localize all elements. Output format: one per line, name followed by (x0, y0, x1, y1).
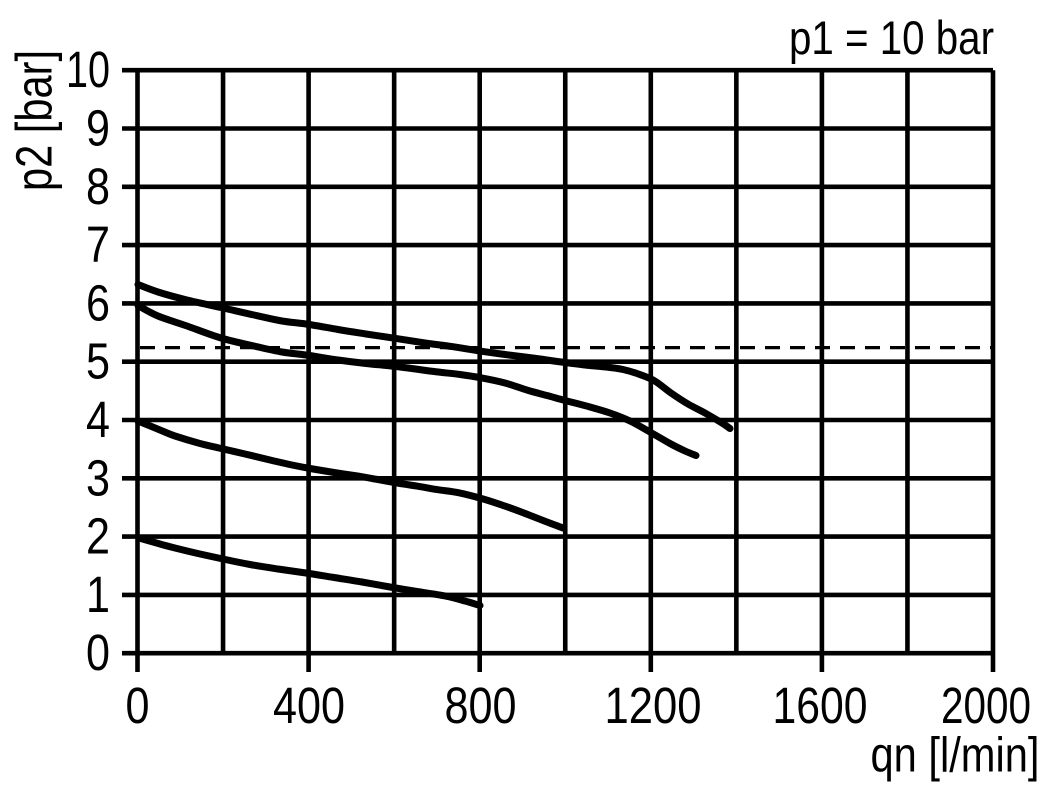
svg-text:p2 [bar]: p2 [bar] (6, 50, 63, 191)
svg-text:1: 1 (86, 566, 110, 623)
svg-text:2: 2 (86, 508, 110, 565)
svg-text:9: 9 (86, 100, 110, 157)
svg-text:0: 0 (126, 677, 150, 734)
svg-text:5: 5 (86, 333, 110, 390)
svg-text:6: 6 (86, 274, 110, 331)
svg-text:1600: 1600 (773, 677, 868, 734)
svg-text:10: 10 (66, 41, 110, 98)
svg-text:qn [l/min]: qn [l/min] (871, 729, 1040, 783)
svg-text:8: 8 (86, 158, 110, 215)
svg-text:2000: 2000 (941, 677, 1031, 734)
svg-text:1200: 1200 (605, 677, 702, 734)
svg-text:7: 7 (86, 216, 110, 273)
svg-text:800: 800 (445, 677, 517, 734)
svg-text:p1 = 10 bar: p1 = 10 bar (789, 11, 994, 64)
svg-text:400: 400 (273, 677, 345, 734)
svg-text:4: 4 (86, 391, 110, 448)
svg-text:3: 3 (86, 449, 110, 506)
svg-text:0: 0 (86, 624, 110, 681)
